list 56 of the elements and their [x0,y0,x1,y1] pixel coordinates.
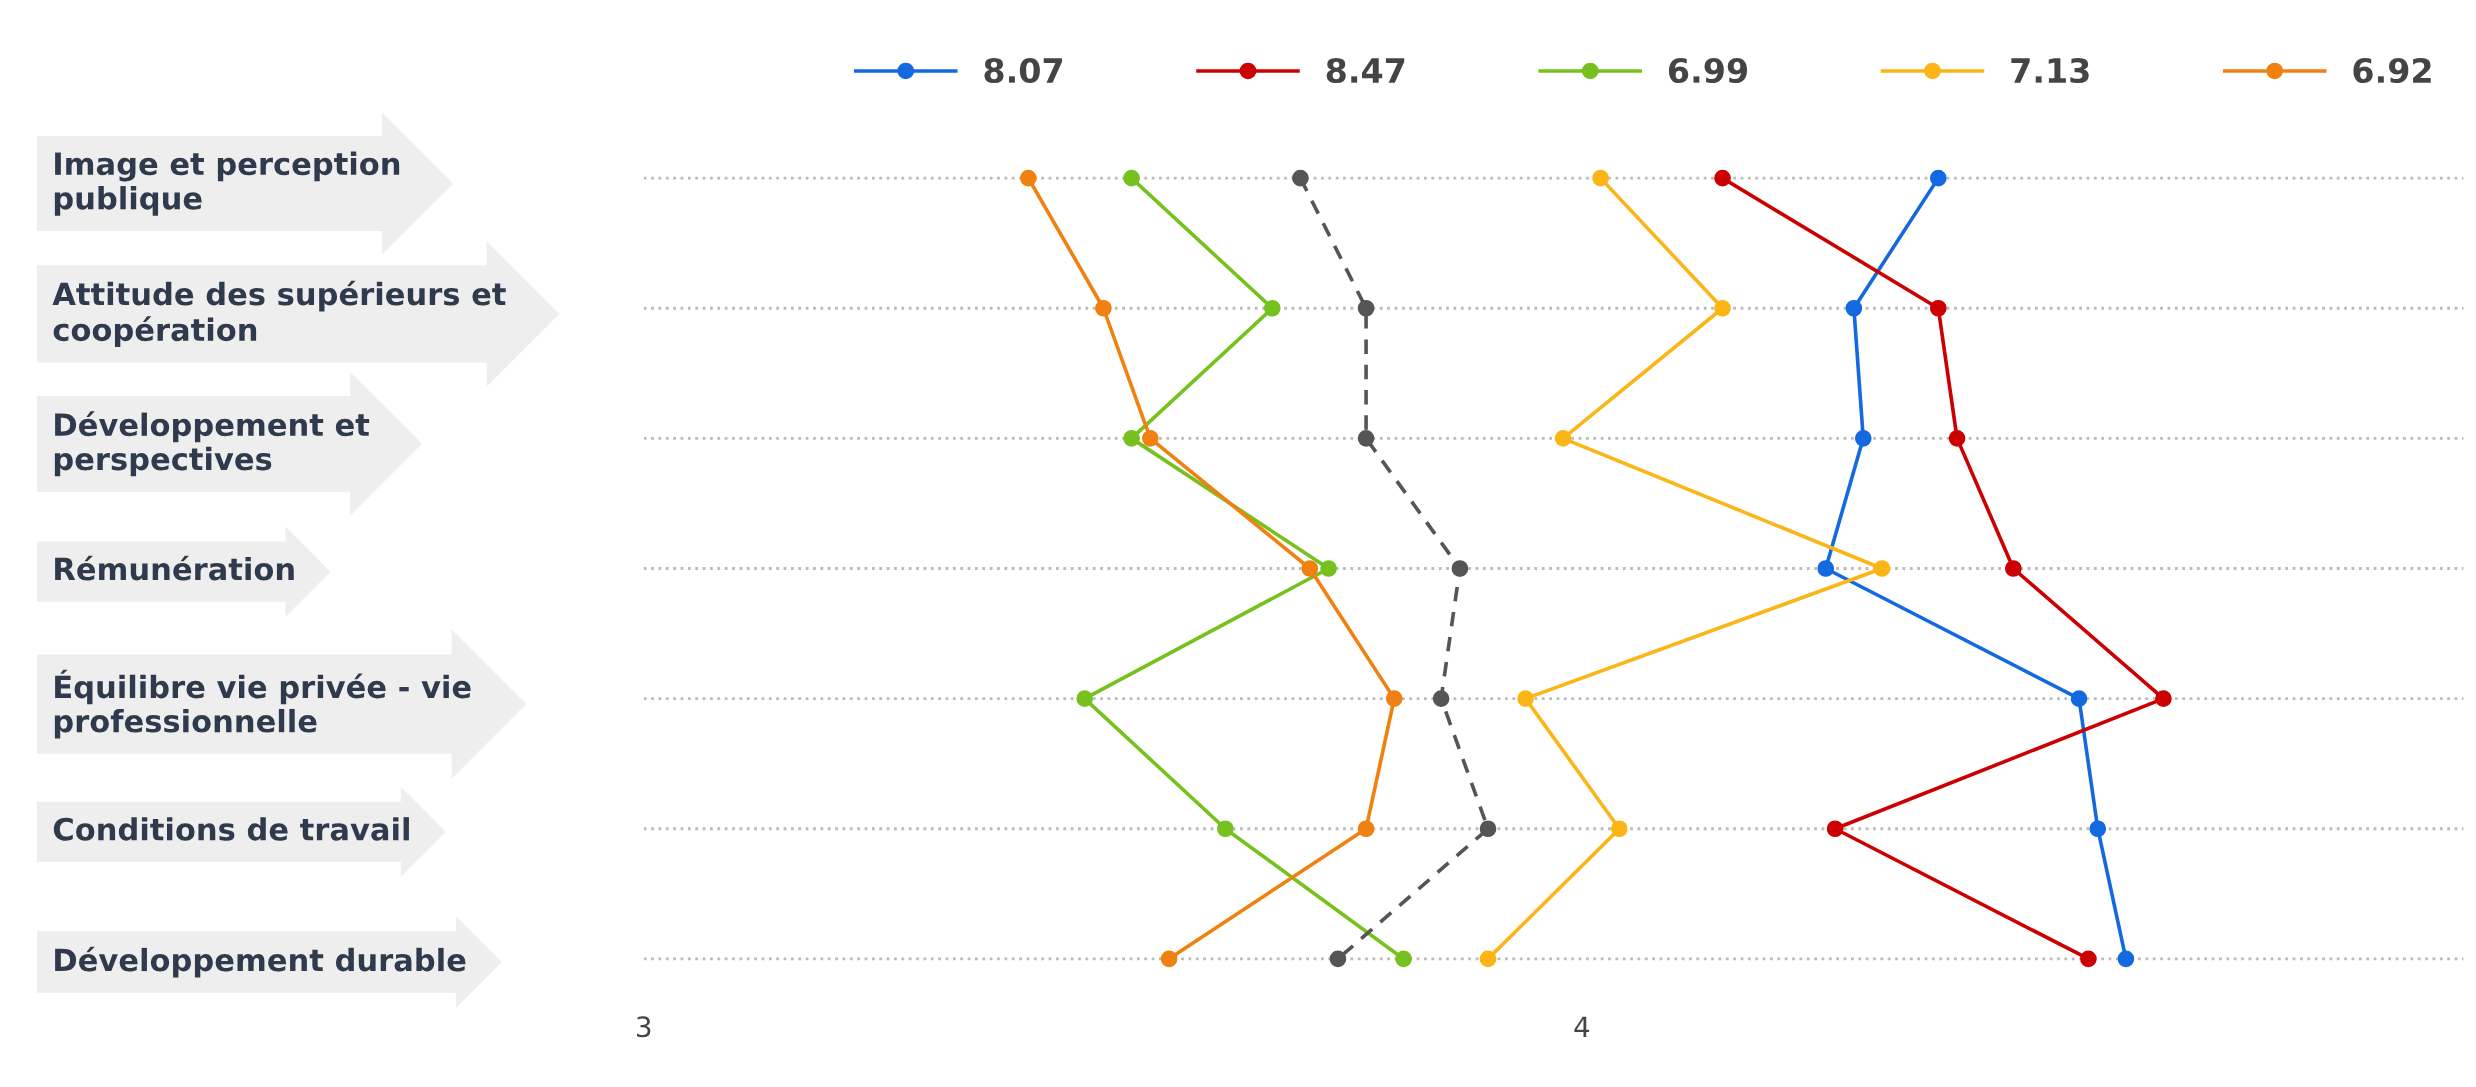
point [1592,169,1609,187]
y-tick-label: Image et perception publique [54,151,400,216]
point [2117,950,2135,968]
point [1817,560,1835,577]
point [1517,690,1534,707]
point [1826,820,1844,838]
point [1395,950,1412,968]
point [1714,169,1731,187]
point [1292,169,1309,187]
legend-label: 8.47 [1326,57,1405,84]
point [2070,690,2088,707]
point [1845,299,1863,317]
y-tick-label: Développement et perspectives [54,411,370,477]
point [1160,950,1178,968]
point [1714,299,1731,317]
point [1076,690,1093,707]
x-tick-label: 3 [637,1016,651,1038]
point [1020,169,1037,187]
point [1385,690,1403,707]
point [1217,820,1234,838]
point [2155,690,2172,707]
point [1123,430,1140,447]
point [1854,430,1872,447]
point [1929,299,1947,317]
legend-label: 7.13 [2011,57,2089,84]
y-tick-label: Conditions de travail [53,817,409,841]
point [2005,560,2022,577]
point [1432,690,1450,707]
point [1451,560,1469,577]
y-tick-label: Rémunération [55,555,294,581]
point [1873,560,1891,577]
point [2089,820,2107,838]
point [1320,560,1337,577]
y-tick-label: Attitude des supérieurs et coopération [52,280,506,348]
point [1141,430,1159,447]
legend-label: 8.07 [984,57,1063,84]
point [1301,560,1319,577]
y-tick-label: Équilibre vie privée - vie professionnelle [54,669,471,739]
point [1263,299,1281,317]
point [1554,430,1572,447]
point [2080,950,2097,968]
point [1357,820,1375,838]
point [1948,430,1966,447]
point [1095,299,1112,317]
point [1479,950,1497,968]
legend-label: 6.99 [1668,57,1748,84]
x-tick-label: 4 [1574,1016,1590,1037]
legend-label: 6.92 [2353,57,2431,84]
point [1357,299,1375,317]
point [1357,430,1375,447]
point [1611,820,1628,838]
y-tick-label: Développement durable [55,946,466,978]
point [1479,820,1497,838]
point [1329,950,1347,968]
point [1929,169,1947,187]
point [1123,169,1140,187]
